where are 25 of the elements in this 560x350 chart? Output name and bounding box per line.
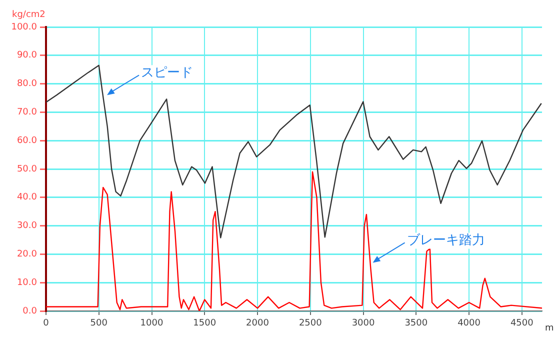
x-tick-label: 2500 bbox=[298, 318, 322, 329]
y-tick-label: 80.0 bbox=[16, 79, 38, 90]
y-tick-label: 20.0 bbox=[16, 250, 38, 260]
x-tick-label: 3500 bbox=[404, 318, 428, 329]
x-tick-label: 0 bbox=[43, 318, 50, 329]
x-tick-label: 1500 bbox=[193, 318, 216, 329]
y-tick-label: 90.0 bbox=[16, 50, 38, 61]
annotation: スピード bbox=[141, 66, 194, 81]
y-tick-label: 40.0 bbox=[16, 192, 38, 203]
y-tick-label: 50.0 bbox=[16, 164, 38, 174]
y-tick-label: 60.0 bbox=[16, 136, 38, 146]
y-axis-title: kg/cm2 bbox=[12, 10, 46, 20]
y-tick-label: 10.0 bbox=[16, 278, 38, 288]
x-tick-label: 500 bbox=[90, 318, 108, 329]
y-tick-label: 70.0 bbox=[16, 108, 38, 118]
x-axis-title: m bbox=[545, 323, 554, 334]
annotation: ブレーキ踏力 bbox=[406, 233, 485, 248]
y-tick-label: 30.0 bbox=[16, 221, 38, 232]
x-tick-label: 3000 bbox=[352, 318, 375, 329]
y-tick-label: 100.0 bbox=[11, 22, 38, 32]
x-tick-label: 4500 bbox=[510, 318, 534, 329]
x-tick-label: 4000 bbox=[458, 318, 481, 329]
x-tick-label: 1000 bbox=[140, 318, 164, 329]
y-tick-label: 0.0 bbox=[22, 306, 38, 316]
x-tick-label: 2000 bbox=[246, 318, 270, 329]
